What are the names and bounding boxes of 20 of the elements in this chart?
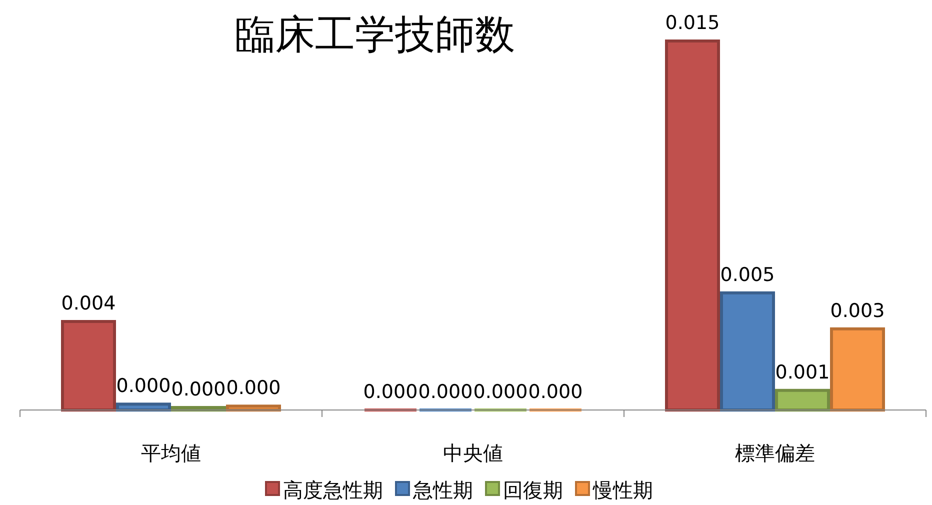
title: 臨床工学技師数 — [235, 12, 515, 58]
data-label: 0.000 — [171, 378, 226, 401]
data-label: 0.003 — [830, 300, 885, 322]
x-tick-label: 標準偏差 — [735, 441, 815, 465]
data-label: 0.015 — [665, 12, 720, 34]
data-label: 0.005 — [720, 264, 775, 286]
legend-label: 回復期 — [503, 478, 563, 502]
legend-label: 急性期 — [412, 478, 473, 502]
data-label: 0.000 — [116, 375, 171, 398]
data-label: 0.000 — [363, 381, 418, 403]
data-label: 0.000 — [226, 377, 281, 400]
data-label: 0.004 — [61, 292, 116, 314]
x-tick-label: 平均値 — [141, 441, 201, 465]
data-label: 0.001 — [775, 361, 830, 384]
x-tick-label: 中央値 — [443, 441, 503, 465]
data-label: 0.000 — [473, 381, 528, 403]
data-label: 0.000 — [528, 381, 583, 403]
legend-label: 高度急性期 — [283, 478, 383, 502]
data-label: 0.000 — [418, 381, 473, 403]
legend-label: 慢性期 — [592, 478, 653, 502]
